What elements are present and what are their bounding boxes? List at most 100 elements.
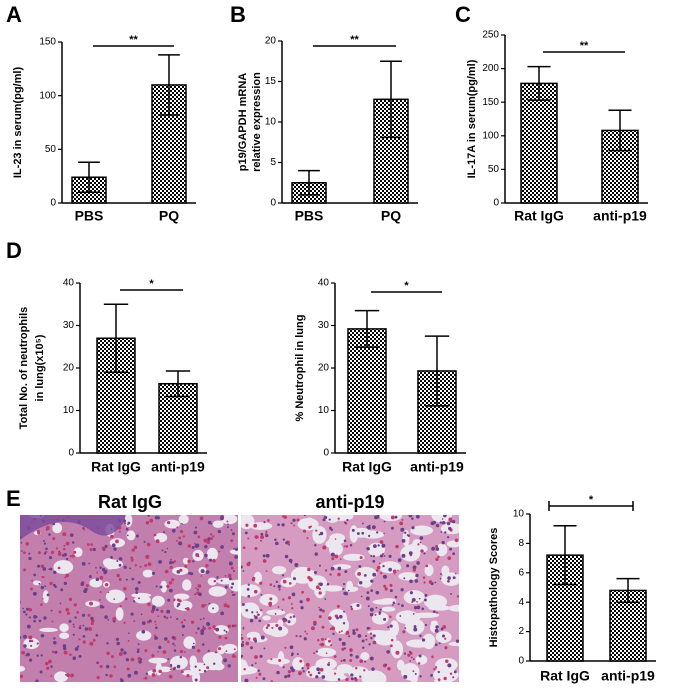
nucleus (262, 559, 267, 563)
nucleus (359, 556, 363, 560)
alveolus (208, 586, 227, 597)
nucleus (242, 570, 245, 572)
nucleus (292, 577, 297, 581)
nucleus (247, 583, 250, 586)
nucleus (281, 523, 285, 527)
nucleus (213, 662, 216, 665)
nucleus (424, 593, 428, 597)
nucleus (31, 579, 33, 582)
nucleus (42, 567, 47, 571)
alveolus (262, 615, 271, 621)
nucleus (321, 625, 325, 629)
nucleus (378, 562, 381, 565)
nucleus (178, 541, 183, 546)
nucleus (408, 551, 413, 556)
nucleus (442, 625, 447, 629)
nucleus (164, 569, 169, 574)
nucleus (204, 553, 208, 558)
nucleus (130, 558, 134, 562)
nucleus (323, 515, 328, 520)
nucleus (99, 575, 104, 580)
nucleus (225, 630, 228, 633)
nucleus (58, 550, 61, 553)
nucleus (299, 635, 302, 638)
nucleus (58, 610, 62, 614)
panel-letter: E (6, 486, 21, 511)
nucleus (208, 602, 211, 605)
alveolus (59, 632, 70, 639)
nucleus (182, 535, 185, 538)
nucleus (334, 554, 339, 559)
alveolus (325, 540, 335, 548)
nucleus (147, 562, 152, 567)
nucleus (322, 518, 326, 522)
nucleus (57, 552, 62, 556)
nucleus (443, 676, 447, 681)
nucleus (342, 587, 345, 591)
x-tick-label: anti-p19 (410, 459, 464, 475)
nucleus (408, 515, 413, 518)
nucleus (90, 616, 94, 621)
nucleus (418, 654, 422, 658)
nucleus (37, 551, 41, 555)
nucleus (130, 612, 134, 616)
nucleus (287, 670, 292, 674)
alveolus (241, 602, 260, 617)
alveolus (115, 607, 124, 621)
nucleus (385, 663, 388, 666)
nucleus (25, 607, 30, 611)
nucleus (28, 658, 33, 662)
nucleus (381, 552, 385, 556)
nucleus (158, 669, 162, 674)
alveolus (212, 520, 224, 528)
nucleus (437, 678, 441, 681)
nucleus (223, 658, 228, 663)
nucleus (377, 515, 380, 516)
nucleus (110, 555, 113, 559)
nucleus (82, 634, 86, 638)
nucleus (400, 527, 405, 532)
nucleus (175, 539, 178, 542)
nucleus (137, 643, 140, 646)
nucleus (284, 646, 287, 649)
alveolus (361, 670, 387, 682)
alveolus (178, 515, 189, 525)
nucleus (454, 572, 457, 575)
y-tick-label: 0 (270, 198, 276, 209)
nucleus (233, 569, 236, 572)
nucleus (274, 538, 277, 541)
y-tick-label: 40 (63, 278, 75, 289)
nucleus (345, 631, 350, 635)
alveolus (395, 610, 419, 625)
nucleus (165, 616, 169, 620)
nucleus (90, 622, 94, 626)
nucleus (412, 670, 415, 673)
nucleus (115, 539, 119, 544)
nucleus (441, 540, 445, 545)
alveolus (151, 595, 165, 607)
y-axis-label: p19/GAPDH mRNA (237, 73, 249, 171)
y-tick-label: 150 (39, 37, 56, 48)
nucleus (169, 664, 173, 668)
nucleus (218, 550, 221, 553)
nucleus (72, 656, 77, 660)
nucleus (336, 604, 340, 608)
nucleus (116, 560, 119, 563)
nucleus (168, 581, 173, 585)
nucleus (292, 518, 296, 522)
nucleus (90, 543, 94, 546)
nucleus (287, 620, 291, 624)
nucleus (220, 545, 224, 549)
nucleus (55, 547, 59, 550)
nucleus (452, 676, 455, 679)
nucleus (389, 583, 393, 587)
nucleus (377, 544, 380, 547)
nucleus (156, 608, 159, 612)
nucleus (210, 533, 213, 536)
nucleus (52, 583, 56, 587)
nucleus (370, 579, 374, 583)
nucleus (285, 541, 289, 545)
x-tick-label: Rat IgG (540, 668, 590, 684)
nucleus (452, 520, 456, 524)
nucleus (225, 650, 228, 652)
